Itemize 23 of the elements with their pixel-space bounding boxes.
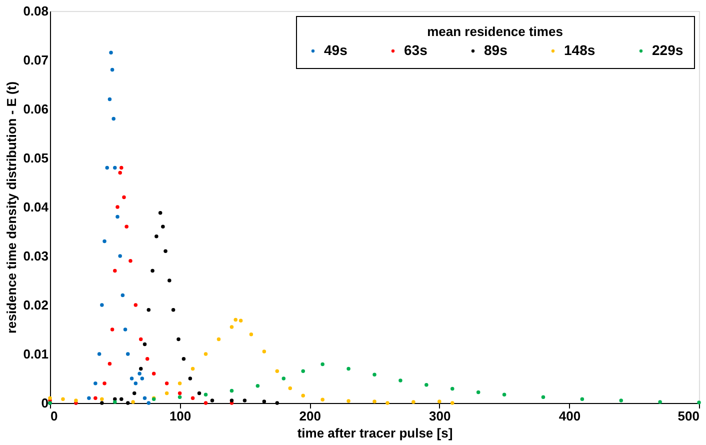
legend-label: 49s [324,42,348,58]
y-tick-label: 0.03 [23,248,48,264]
x-tick-label: 300 [429,408,451,424]
y-tick-label: 0.05 [23,150,48,166]
legend-title: mean residence times [427,24,563,39]
legend-label: 89s [484,42,508,58]
legend-label: 63s [404,42,428,58]
y-tick-label: 0.02 [23,298,48,312]
x-tick-label: 400 [558,408,581,424]
y-tick-label: 0 [41,396,48,410]
x-tick-label: 500 [678,408,700,424]
legend-label: 229s [652,42,684,58]
x-tick-label: 0 [50,408,58,424]
x-tick-label: 200 [299,408,321,424]
y-tick-label: 0.01 [23,346,48,362]
y-tick-label: 0.08 [23,4,48,18]
y-tick-label: 0.04 [23,200,50,214]
x-axis-title: time after tracer pulse [s] [297,426,453,440]
legend-label: 148s [564,42,596,58]
y-axis-title: residence time density distribution - E (t) [4,81,20,334]
y-tick-label: 0.07 [23,52,48,68]
x-tick-label: 100 [169,408,192,424]
y-tick-label: 0.06 [23,102,48,116]
